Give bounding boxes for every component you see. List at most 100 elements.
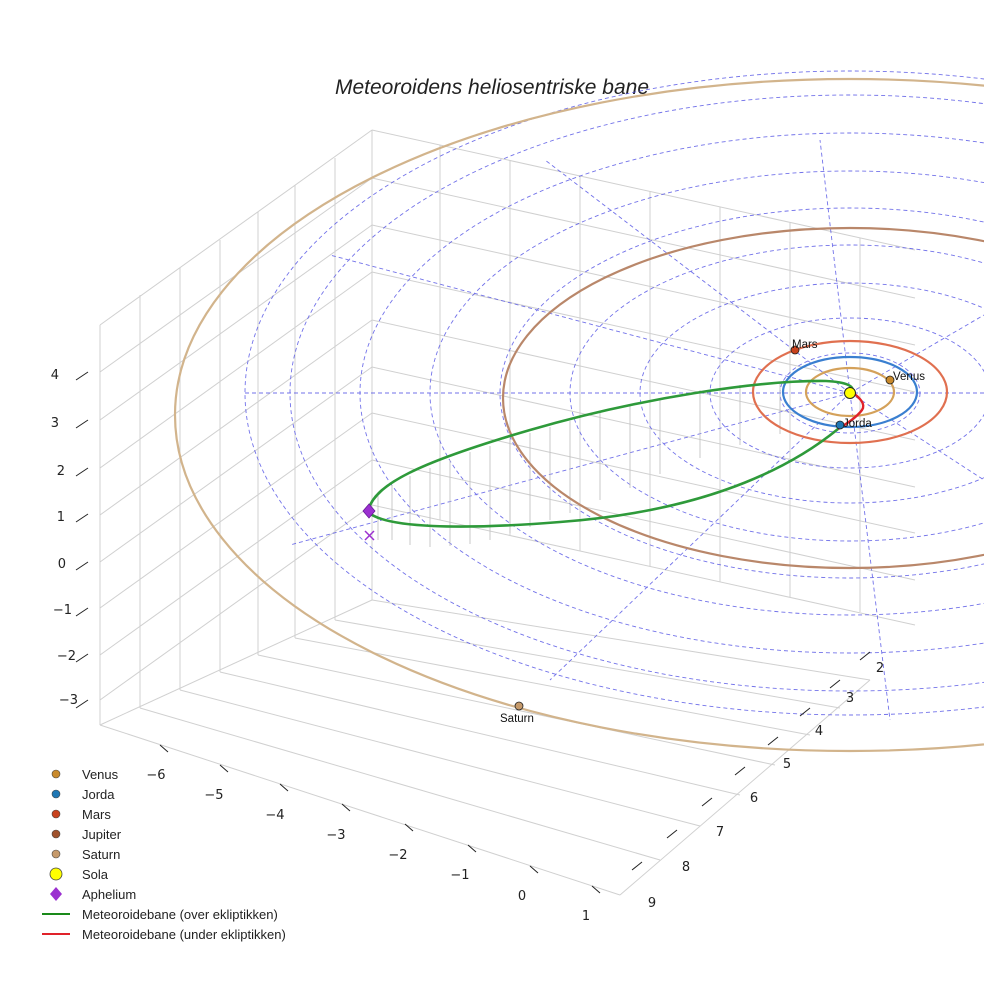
box-line	[179, 689, 701, 827]
legend: Venus Jorda Mars Jupiter Saturn Sola Aph…	[42, 767, 286, 942]
jorda-marker	[835, 420, 845, 430]
z-tick: 4	[51, 368, 59, 383]
y-tick: 6	[750, 791, 758, 806]
legend-saturn-icon	[51, 849, 61, 859]
sun-marker	[844, 387, 856, 399]
venus-marker	[885, 375, 895, 385]
y-tick: 8	[682, 860, 690, 875]
y-tick: 9	[648, 896, 656, 911]
legend-label: Meteoroidebane (over ekliptikken)	[82, 907, 278, 922]
box-line	[294, 637, 811, 736]
aphelion-marker	[362, 503, 376, 519]
grid-spoke	[849, 392, 891, 721]
legend-label: Saturn	[82, 847, 120, 862]
box-line	[371, 319, 916, 441]
x-tick: −4	[265, 808, 284, 823]
x-tick: −1	[450, 868, 469, 883]
legend-label: Aphelium	[82, 887, 136, 902]
orbit-jupiter	[502, 226, 984, 570]
orbit-saturn	[174, 78, 984, 752]
meteoroid-orbit-below	[837, 391, 865, 431]
x-tick: 1	[582, 909, 590, 924]
z-tick: 2	[57, 464, 65, 479]
x-tick-labels: −6 −5 −4 −3 −2 −1 0 1	[146, 768, 590, 924]
venus-label: Venus	[893, 371, 925, 383]
z-tick: 3	[51, 416, 59, 431]
box-line	[257, 654, 776, 766]
box-line	[99, 724, 621, 896]
legend-aphelion-icon	[50, 887, 62, 901]
box-line	[371, 177, 916, 299]
orbit-venus	[804, 366, 896, 418]
y-tick: 2	[876, 661, 884, 676]
legend-label: Mars	[82, 807, 111, 822]
box-line	[99, 412, 373, 609]
z-tick: −2	[57, 649, 76, 664]
mars-marker	[790, 345, 800, 355]
box-line	[99, 504, 373, 701]
grid-ring	[499, 207, 984, 579]
aphelion-projection	[364, 530, 375, 541]
grid-spoke	[329, 254, 851, 394]
x-tick: −5	[204, 788, 223, 803]
legend-label: Jupiter	[82, 827, 122, 842]
grid-spoke	[544, 159, 851, 394]
box-line	[219, 671, 741, 796]
z-tick: 0	[58, 557, 66, 572]
box-line	[99, 459, 373, 656]
x-tick: −3	[326, 828, 345, 843]
jorda-label: Jorda	[843, 418, 872, 430]
legend-jorda-icon	[51, 789, 61, 799]
legend-label: Sola	[82, 867, 109, 882]
x-tick: −2	[388, 848, 407, 863]
saturn-marker	[514, 701, 524, 711]
box-line	[99, 599, 373, 726]
z-tick: −3	[59, 693, 78, 708]
tick-marks	[75, 371, 871, 894]
grid-spoke	[819, 139, 851, 394]
planet-orbits	[174, 78, 984, 752]
box-line	[371, 504, 916, 626]
y-tick: 5	[783, 757, 791, 772]
z-tick-labels: 4 3 2 1 0 −1 −2 −3	[51, 368, 78, 708]
x-tick: −6	[146, 768, 165, 783]
legend-label: Jorda	[82, 787, 115, 802]
box-line	[99, 366, 373, 563]
legend-label: Venus	[82, 767, 119, 782]
box-line	[99, 271, 373, 469]
grid-spoke	[549, 392, 851, 681]
x-tick: 0	[518, 889, 526, 904]
box-line	[371, 459, 916, 581]
box-line	[99, 129, 373, 326]
mars-label: Mars	[792, 339, 818, 351]
y-tick-labels: 2 3 4 5 6 7 8 9	[648, 661, 884, 911]
legend-venus-icon	[51, 769, 61, 779]
planet-markers	[514, 345, 895, 711]
orbit-jorda	[781, 355, 919, 429]
y-tick: 7	[716, 825, 724, 840]
chart-title: Meteoroidens heliosentriske bane	[335, 76, 649, 99]
ecliptic-grid	[244, 70, 984, 721]
legend-mars-icon	[51, 809, 61, 819]
legend-jupiter-icon	[51, 829, 61, 839]
y-tick: 3	[846, 691, 854, 706]
box-line	[99, 319, 373, 516]
box-line	[619, 679, 871, 896]
box-line	[99, 224, 373, 421]
z-tick: 1	[57, 510, 65, 525]
box-line	[371, 412, 916, 534]
orbit-mars	[751, 339, 949, 445]
legend-sun-icon	[49, 867, 63, 881]
grid-ring	[244, 70, 984, 716]
z-tick: −1	[53, 603, 72, 618]
box-line	[334, 619, 841, 709]
box-line	[139, 707, 661, 861]
box-line	[371, 599, 871, 681]
saturn-label: Saturn	[500, 713, 534, 725]
box-line	[371, 224, 916, 346]
axis-box	[99, 129, 916, 896]
grid-spoke	[849, 392, 984, 481]
meteoroid-orbit-above	[366, 379, 854, 528]
